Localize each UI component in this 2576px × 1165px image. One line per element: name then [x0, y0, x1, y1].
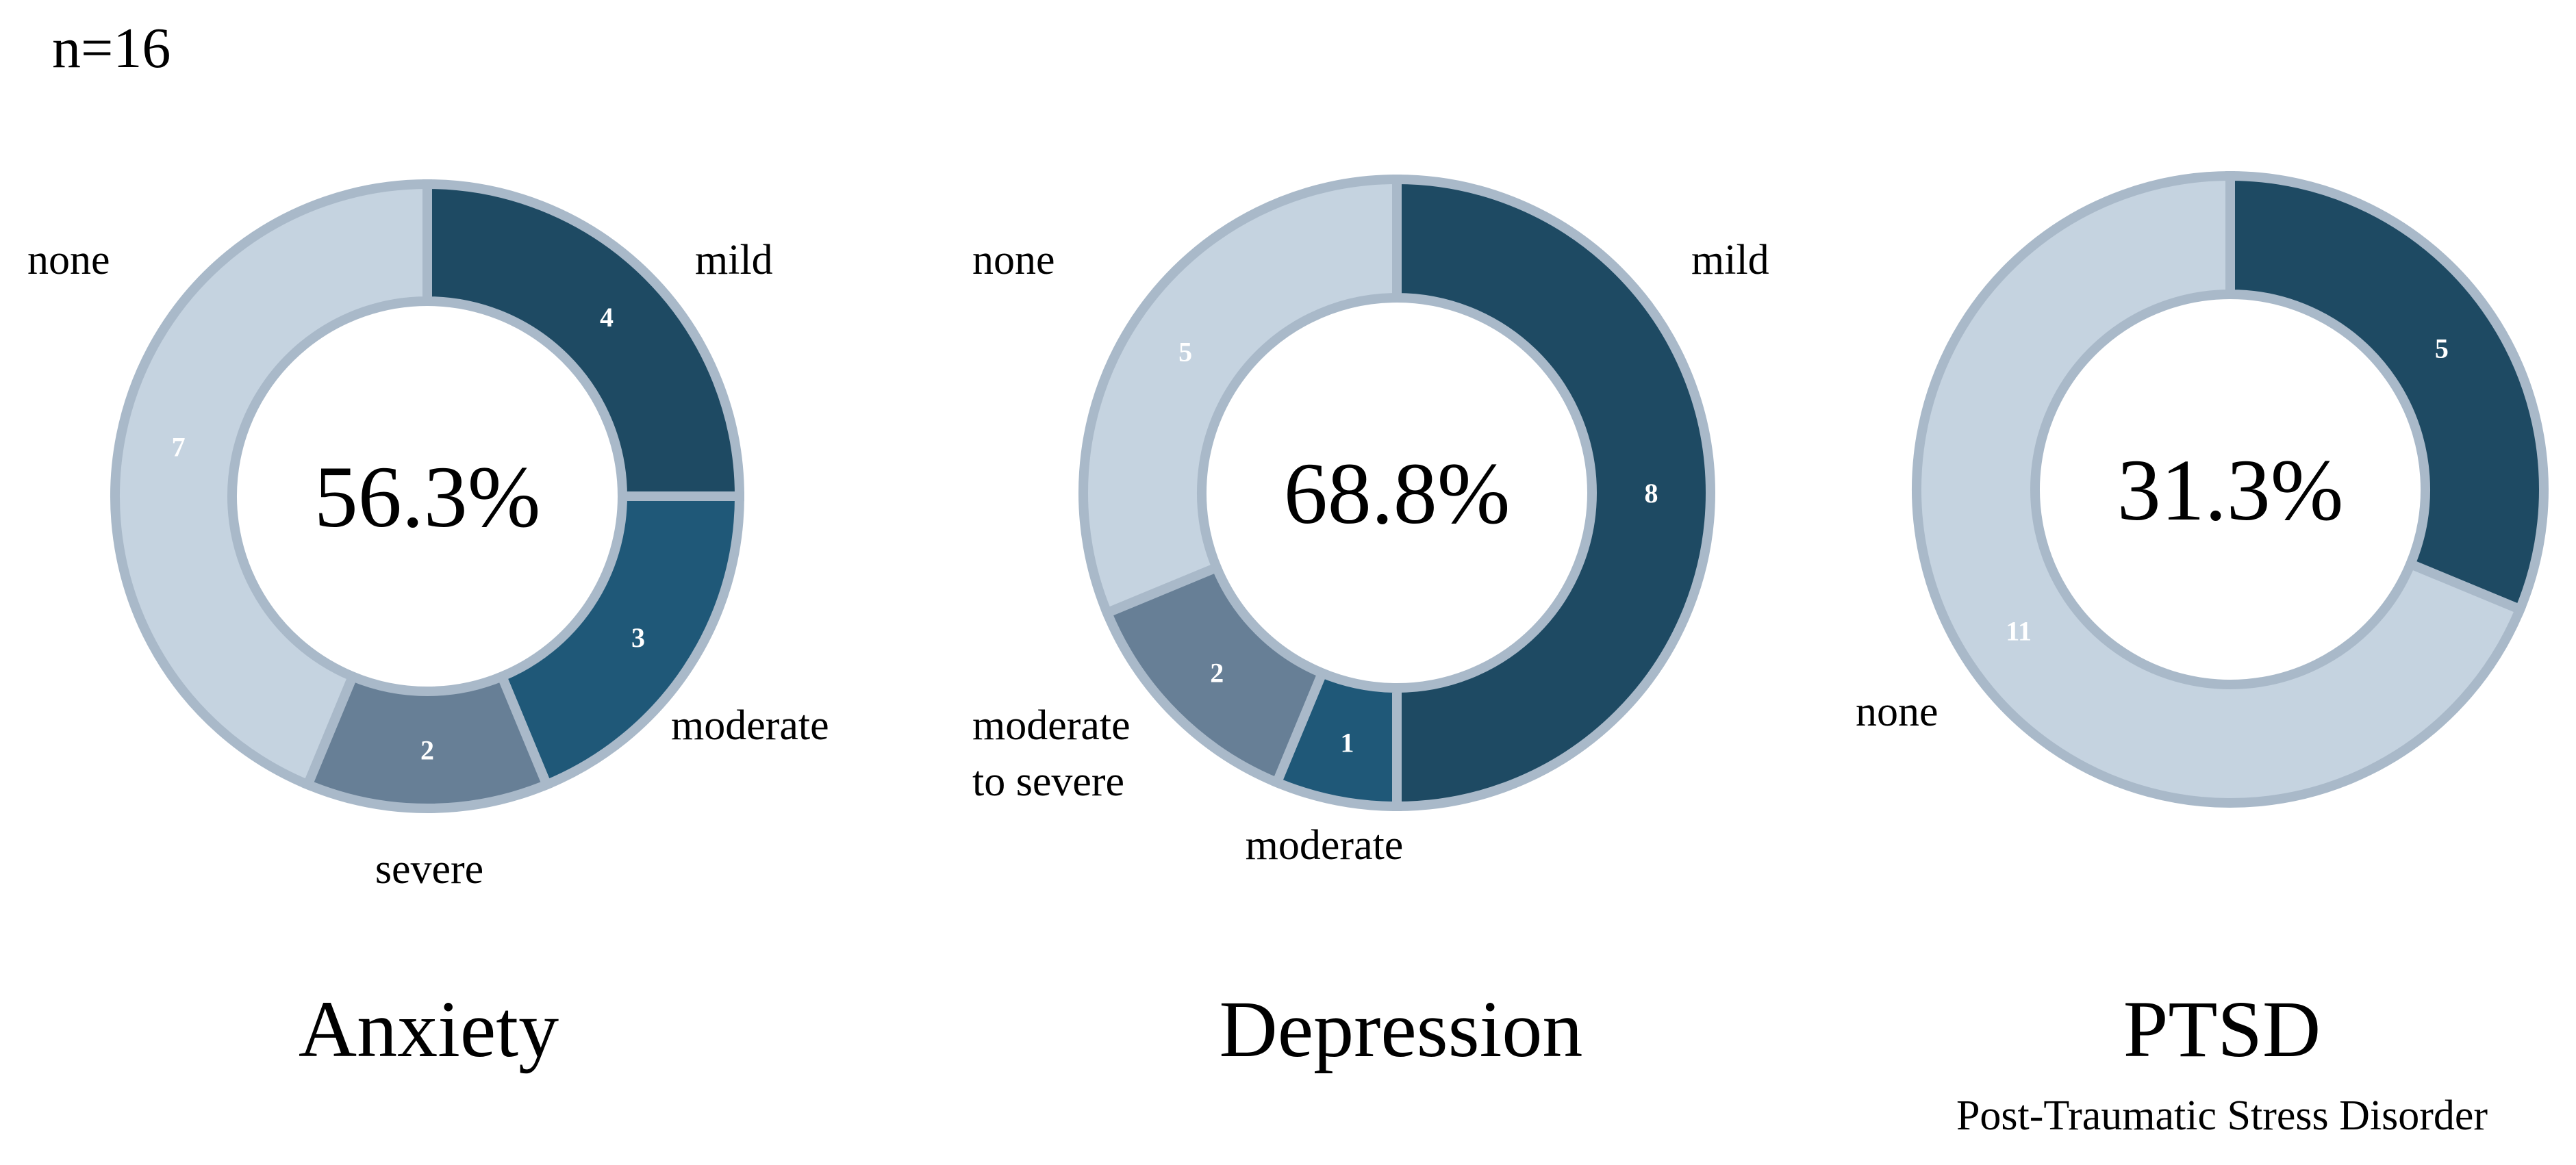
chart-title: Depression: [1220, 984, 1583, 1074]
slice-category-label: moderate: [671, 702, 829, 749]
slice-category-label: none: [1856, 689, 1939, 735]
slice-category-label: moderate: [1246, 822, 1404, 869]
slice-category-label: mild: [695, 237, 773, 283]
slice-value-label: 2: [420, 735, 434, 766]
slice-value-label: 1: [1341, 727, 1354, 758]
slice-mild: [1392, 174, 1715, 812]
donut-chart-ptsd: 5 11 none 31.3% PTSD Post-Traumatic Stress Di…: [1856, 170, 2549, 1139]
center-percentage: 31.3%: [2117, 441, 2344, 539]
donut-chart-anxiety: 4 mild 3 moderate 2 severe 7 none 56.3% Anxiety: [27, 179, 829, 1074]
slice-severe: [301, 670, 553, 813]
slice-unlabeled: [2225, 170, 2549, 616]
slice-category-label: none: [972, 237, 1055, 283]
slice-none: [1078, 174, 1402, 619]
slice-value-label: 11: [2006, 615, 2032, 646]
center-percentage: 56.3%: [314, 448, 541, 546]
chart-subtitle: Post-Traumatic Stress Disorder: [1956, 1092, 2488, 1139]
slice-category-label: mild: [1691, 237, 1769, 283]
slice-value-label: 5: [2435, 333, 2449, 364]
slice-value-label: 4: [600, 302, 614, 333]
slice-category-label: severe: [375, 846, 483, 893]
slice-moderate: [495, 491, 745, 791]
slice-moderate-to-severe: [1100, 561, 1329, 789]
donut-chart-depression: 8 mild 1 moderate 2 moderate to severe 5 none 68.…: [972, 174, 1769, 1074]
slice-mild: [422, 179, 745, 501]
chart-title: Anxiety: [299, 984, 559, 1074]
sample-size-label: n=16: [52, 16, 171, 80]
slice-value-label: 3: [631, 622, 645, 653]
chart-title: PTSD: [2123, 984, 2321, 1074]
slice-none: [1912, 170, 2527, 808]
slice-category-label: none: [27, 237, 110, 283]
slice-category-label: moderate to severe: [972, 702, 1131, 805]
slice-value-label: 5: [1178, 337, 1192, 368]
center-percentage: 68.8%: [1284, 445, 1511, 542]
slice-none: [110, 179, 432, 791]
slice-value-label: 2: [1210, 658, 1224, 689]
slice-value-label: 8: [1645, 478, 1658, 509]
charts-group: 4 mild 3 moderate 2 severe 7 none 56.3% Anxiety 8 m…: [27, 170, 2549, 1139]
slice-value-label: 7: [172, 432, 186, 463]
